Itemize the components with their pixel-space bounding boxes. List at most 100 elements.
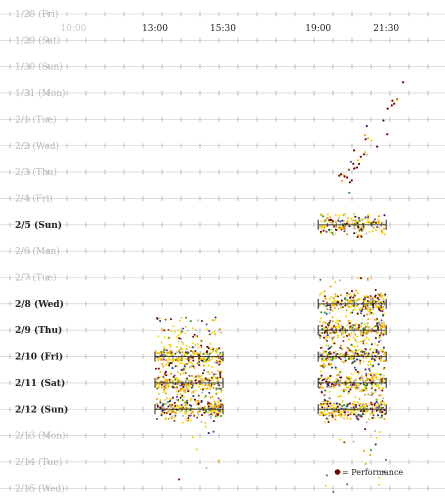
performance-dot bbox=[380, 406, 383, 409]
performance-dot bbox=[217, 357, 221, 360]
performance-dot bbox=[318, 356, 321, 359]
performance-dot bbox=[358, 397, 361, 400]
performance-dot bbox=[197, 394, 200, 397]
performance-dot bbox=[171, 403, 174, 406]
day-label: 2/1 (Tue) bbox=[15, 114, 57, 125]
performance-dot bbox=[184, 371, 187, 374]
performance-dot bbox=[174, 411, 177, 415]
performance-dot bbox=[328, 347, 331, 349]
performance-dot bbox=[328, 412, 331, 415]
performance-dot bbox=[334, 418, 337, 421]
performance-dot bbox=[188, 345, 191, 348]
performance-dot bbox=[338, 216, 341, 219]
performance-dot bbox=[196, 352, 199, 355]
performance-dot bbox=[327, 421, 330, 423]
performance-dot bbox=[215, 351, 218, 354]
performance-dot bbox=[165, 359, 168, 362]
performance-dot bbox=[173, 330, 176, 333]
performance-dot bbox=[163, 336, 166, 339]
performance-dot bbox=[343, 175, 346, 178]
performance-dot bbox=[373, 429, 377, 433]
performance-dot bbox=[325, 218, 328, 221]
performance-dot bbox=[352, 296, 355, 299]
performance-dot bbox=[341, 410, 344, 413]
performance-dot bbox=[366, 277, 369, 280]
performance-dot bbox=[322, 402, 325, 405]
performance-dot bbox=[200, 377, 203, 380]
performance-dot bbox=[375, 373, 378, 375]
performance-dot bbox=[378, 431, 381, 434]
performance-dot bbox=[376, 398, 379, 401]
session-brackets bbox=[154, 219, 387, 415]
performance-dot bbox=[319, 336, 322, 340]
performance-dot bbox=[365, 332, 368, 335]
performance-dot bbox=[383, 404, 386, 407]
performance-dot bbox=[177, 340, 180, 343]
performance-dot bbox=[335, 295, 337, 298]
performance-dot bbox=[339, 220, 342, 223]
performance-dot bbox=[203, 358, 206, 361]
performance-dot bbox=[372, 379, 375, 382]
performance-dot bbox=[206, 328, 208, 331]
performance-dot bbox=[195, 400, 198, 403]
performance-dot bbox=[207, 359, 210, 362]
performance-dot bbox=[346, 410, 350, 414]
performance-dot bbox=[365, 295, 368, 298]
performance-dot bbox=[182, 386, 185, 389]
performance-dot bbox=[363, 323, 366, 326]
performance-dot bbox=[184, 332, 187, 334]
performance-dot bbox=[196, 406, 200, 410]
performance-dot bbox=[212, 420, 215, 423]
performance-dot bbox=[200, 413, 204, 417]
performance-dot bbox=[162, 386, 165, 389]
performance-dot bbox=[211, 379, 214, 382]
performance-dot bbox=[155, 403, 158, 406]
performance-dot bbox=[155, 378, 159, 381]
performance-dot bbox=[336, 300, 339, 303]
performance-dot bbox=[166, 351, 169, 354]
performance-dot bbox=[334, 228, 337, 231]
performance-dot bbox=[208, 329, 211, 332]
performance-dot bbox=[360, 312, 362, 315]
performance-dot bbox=[375, 376, 378, 379]
performance-dot bbox=[338, 174, 341, 177]
performance-dot bbox=[215, 359, 218, 362]
performance-dot bbox=[360, 390, 363, 393]
performance-dot bbox=[214, 333, 216, 336]
performance-dot bbox=[374, 342, 377, 345]
performance-dot bbox=[219, 405, 222, 408]
performance-dot bbox=[187, 417, 190, 420]
performance-dot bbox=[331, 383, 334, 386]
performance-dot bbox=[218, 370, 221, 373]
day-label: 1/31 (Mon) bbox=[15, 88, 66, 99]
performance-dot bbox=[330, 385, 333, 388]
performance-dot bbox=[211, 395, 214, 398]
performance-dot bbox=[200, 421, 203, 423]
performance-dot bbox=[319, 383, 322, 386]
performance-dot bbox=[348, 402, 351, 405]
performance-dot bbox=[186, 387, 189, 390]
performance-dot bbox=[174, 386, 177, 389]
performance-dot bbox=[216, 369, 219, 372]
performance-dot bbox=[341, 219, 344, 222]
performance-dot bbox=[378, 226, 381, 230]
performance-dot bbox=[185, 418, 188, 421]
performance-dot bbox=[216, 414, 219, 417]
performance-dot bbox=[374, 330, 377, 333]
performance-dot bbox=[346, 415, 349, 419]
performance-dot bbox=[326, 213, 329, 216]
performance-dot bbox=[382, 298, 385, 301]
performance-dot bbox=[162, 375, 165, 378]
performance-dot bbox=[351, 411, 354, 414]
performance-dot bbox=[184, 389, 187, 392]
performance-dot bbox=[330, 404, 333, 407]
grid-layer bbox=[0, 11, 445, 491]
performance-dot bbox=[161, 404, 164, 407]
performance-dot bbox=[210, 412, 213, 416]
performance-dot bbox=[332, 324, 336, 327]
performance-dot bbox=[352, 440, 355, 443]
performance-dot bbox=[191, 410, 194, 413]
performance-dot bbox=[375, 436, 378, 439]
performance-dot bbox=[328, 377, 331, 380]
performance-dot bbox=[375, 409, 378, 412]
